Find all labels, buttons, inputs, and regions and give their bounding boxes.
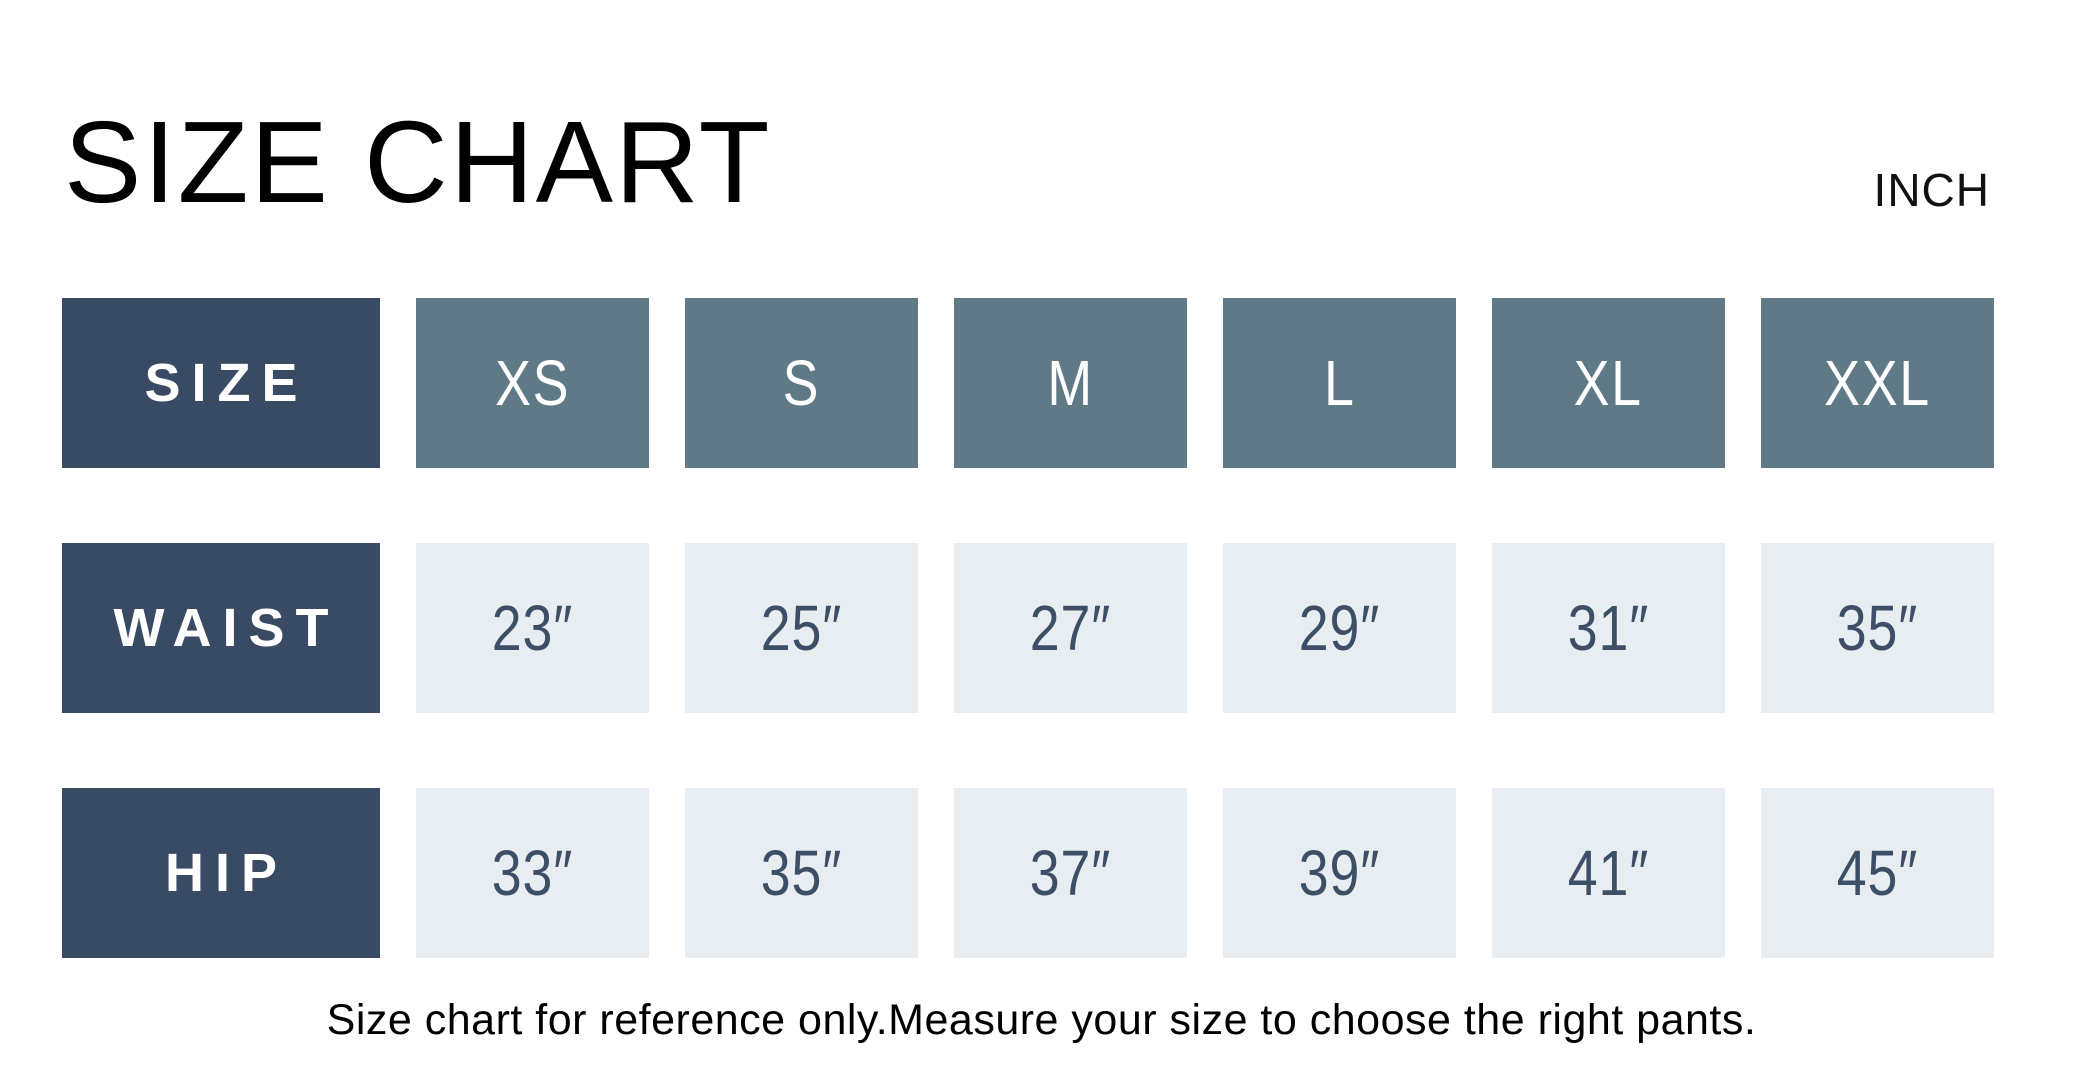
size-column-label: M [1047, 347, 1094, 419]
cell-value: 39″ [1298, 837, 1381, 909]
footnote: Size chart for reference only.Measure yo… [326, 996, 1757, 1044]
cell-value: 33″ [491, 837, 574, 909]
cell-value: 29″ [1298, 592, 1381, 664]
row-label: HIP [164, 843, 289, 903]
waist-value-l: 29″ [1223, 543, 1456, 713]
size-column-header-l: L [1223, 298, 1456, 468]
waist-value-xxl: 35″ [1761, 543, 1994, 713]
waist-value-xl: 31″ [1492, 543, 1725, 713]
cell-value: 35″ [1836, 592, 1919, 664]
waist-value-m: 27″ [954, 543, 1187, 713]
table-corner-header: SIZE [62, 298, 380, 468]
waist-value-xs: 23″ [416, 543, 649, 713]
unit-label: INCH [1873, 164, 1990, 216]
hip-value-s: 35″ [685, 788, 918, 958]
size-table: SIZE XS S M L XL XXL WAIST 23″ 25″ 27″ 2… [62, 298, 1994, 958]
size-column-label: XL [1573, 347, 1644, 419]
hip-value-m: 37″ [954, 788, 1187, 958]
row-header-hip: HIP [62, 788, 380, 958]
row-label: WAIST [113, 598, 340, 658]
hip-value-xl: 41″ [1492, 788, 1725, 958]
corner-label: SIZE [144, 353, 309, 413]
cell-value: 25″ [760, 592, 843, 664]
cell-value: 31″ [1567, 592, 1650, 664]
size-column-label: XS [494, 347, 571, 419]
row-header-waist: WAIST [62, 543, 380, 713]
cell-value: 41″ [1567, 837, 1650, 909]
hip-value-l: 39″ [1223, 788, 1456, 958]
size-column-label: XXL [1824, 347, 1931, 419]
cell-value: 37″ [1029, 837, 1112, 909]
size-column-label: L [1323, 347, 1356, 419]
waist-value-s: 25″ [685, 543, 918, 713]
size-column-header-xxl: XXL [1761, 298, 1994, 468]
size-column-header-xl: XL [1492, 298, 1725, 468]
size-column-header-m: M [954, 298, 1187, 468]
cell-value: 45″ [1836, 837, 1919, 909]
hip-value-xs: 33″ [416, 788, 649, 958]
size-column-header-s: S [685, 298, 918, 468]
hip-value-xxl: 45″ [1761, 788, 1994, 958]
cell-value: 27″ [1029, 592, 1112, 664]
size-column-header-xs: XS [416, 298, 649, 468]
cell-value: 35″ [760, 837, 843, 909]
page-title: SIZE CHART [64, 97, 772, 227]
size-column-label: S [782, 347, 821, 419]
cell-value: 23″ [491, 592, 574, 664]
